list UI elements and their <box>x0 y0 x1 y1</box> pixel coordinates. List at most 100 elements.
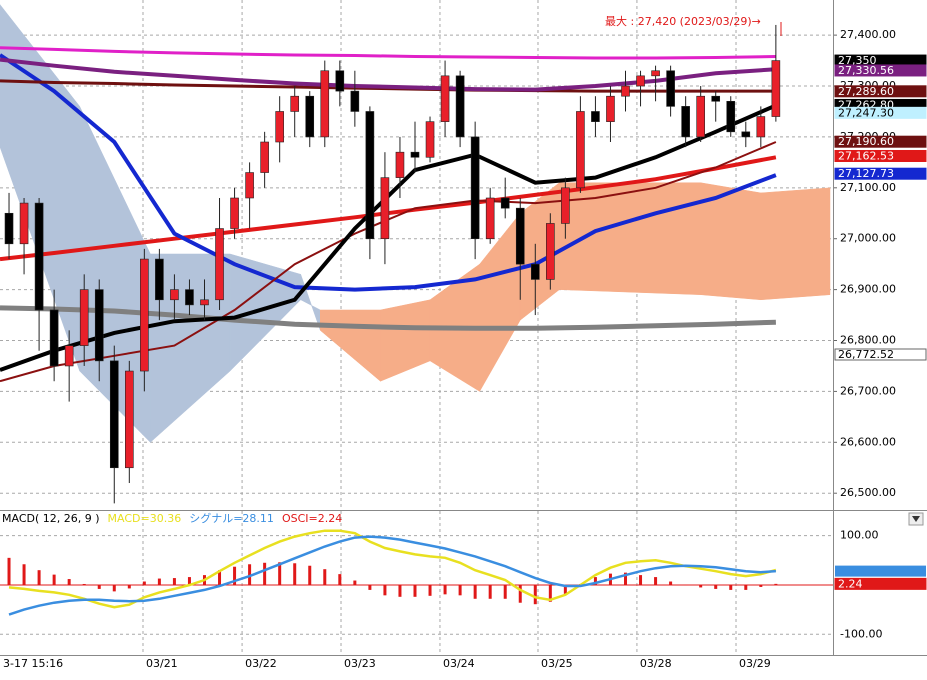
candle-body <box>49 309 59 367</box>
osci-bar <box>353 580 357 585</box>
candle-body <box>335 70 345 92</box>
price-box-label: 27,247.30 <box>838 106 894 119</box>
candle-body <box>530 263 540 280</box>
candle-body <box>606 95 615 122</box>
osci-bar <box>443 584 447 595</box>
osci-bar <box>473 584 477 599</box>
y-tick-label: 27,000.00 <box>840 232 896 245</box>
osci-bar <box>368 584 372 590</box>
osci-bar <box>187 577 191 585</box>
candle-body <box>410 151 420 158</box>
candle-body <box>350 90 360 112</box>
x-tick-label: 03/23 <box>344 657 376 670</box>
osci-bar <box>684 584 688 586</box>
candle-body <box>425 121 435 158</box>
signal-box <box>835 565 926 577</box>
y-tick-label: 27,400.00 <box>840 28 896 41</box>
osci-bar <box>142 581 146 585</box>
y-tick-label: 26,700.00 <box>840 384 896 397</box>
legend-entry: シグナル=28.11 <box>189 511 274 525</box>
osci-bar <box>624 572 628 585</box>
candle-body <box>485 197 495 240</box>
candle-body <box>260 141 269 173</box>
price-box <box>834 64 927 77</box>
price-box-label: 26,772.52 <box>838 348 894 361</box>
osci-bar <box>37 570 41 585</box>
x-tick-label: 03/22 <box>245 657 277 670</box>
osci-bar <box>518 584 522 603</box>
osci-bar <box>654 577 658 585</box>
price-box-label: 27,289.60 <box>838 85 894 98</box>
dropdown-icon[interactable] <box>912 516 920 522</box>
candle-body <box>561 187 570 224</box>
candle-body <box>19 202 29 245</box>
osci-bar <box>293 563 297 585</box>
candle-body <box>79 289 89 346</box>
osci-bar <box>639 575 643 585</box>
price-box <box>834 106 927 119</box>
osci-bar <box>729 584 733 590</box>
osci-bar <box>593 577 597 585</box>
price-box-label: 27,190.60 <box>838 135 894 148</box>
osci-bar <box>52 574 56 585</box>
candle-body <box>771 60 781 117</box>
candle-body <box>621 85 630 97</box>
candle-body <box>125 370 134 469</box>
candle-body <box>576 111 585 189</box>
candle-body <box>140 258 149 372</box>
candle-body <box>666 70 675 107</box>
osci-bar <box>458 584 462 596</box>
axes: 26,500.00 26,600.00 26,700.00 26,800.00 26,9… <box>2 28 927 670</box>
x-tick-label: 03/24 <box>443 657 475 670</box>
osci-bar <box>714 584 718 589</box>
candle-body <box>651 70 660 77</box>
candle-body <box>636 75 645 87</box>
candle-body <box>275 111 284 143</box>
candle-body <box>185 289 194 306</box>
osci-bar <box>82 583 86 585</box>
moving-average <box>0 57 777 92</box>
candle-body <box>726 100 736 133</box>
osci-bar <box>233 566 237 585</box>
candle-body <box>230 197 239 229</box>
macd-panel <box>0 511 833 655</box>
candle-body <box>741 131 751 138</box>
y-tick-label: 100.00 <box>840 529 879 542</box>
osci-bar <box>413 584 417 597</box>
candle-body <box>470 136 480 240</box>
price-box <box>834 577 927 590</box>
osci-bar <box>278 562 282 585</box>
osci-bar <box>533 584 537 605</box>
legend-entry: MACD=30.36 <box>108 512 182 525</box>
max-annotation: 最大 : 27,420 (2023/03/29)→ <box>605 14 761 28</box>
x-tick-label: 3-17 15:16 <box>3 657 63 670</box>
y-tick-label: 26,800.00 <box>840 334 896 347</box>
price-box-label: 2.24 <box>838 577 863 590</box>
osci-bar <box>112 584 116 592</box>
osci-bar <box>7 557 11 585</box>
candle-body <box>756 116 766 138</box>
candle-body <box>546 223 555 280</box>
price-box <box>834 348 927 361</box>
x-tick-label: 03/29 <box>739 657 771 670</box>
candle-body <box>94 289 104 362</box>
osci-bar <box>127 584 131 589</box>
x-tick-label: 03/21 <box>146 657 178 670</box>
x-tick-label: 03/28 <box>640 657 672 670</box>
osci-bar <box>563 584 567 594</box>
candle-body <box>109 360 119 469</box>
candle-body <box>215 228 224 301</box>
candle-body <box>200 299 209 306</box>
x-tick-label: 03/25 <box>541 657 573 670</box>
candle-body <box>711 95 721 102</box>
candle-body <box>34 202 44 311</box>
osci-bar <box>383 584 387 596</box>
candle-body <box>155 258 164 301</box>
candle-body <box>290 95 300 112</box>
candle-body <box>440 75 450 122</box>
candle-body <box>320 70 330 138</box>
osci-bar <box>263 562 267 585</box>
osci-bar <box>774 583 778 585</box>
price-box <box>834 149 927 162</box>
